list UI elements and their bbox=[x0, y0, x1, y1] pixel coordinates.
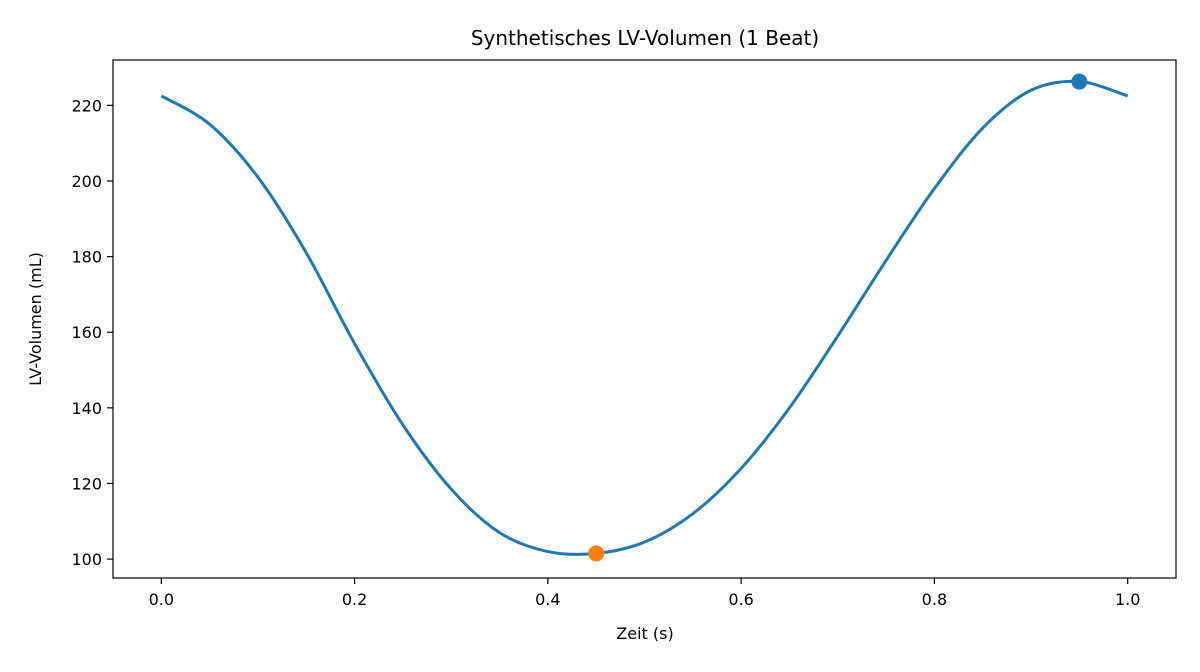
x-axis-title: Zeit (s) bbox=[616, 624, 673, 643]
x-tick-label: 1.0 bbox=[1115, 590, 1140, 609]
y-axis-title: LV-Volumen (mL) bbox=[26, 252, 45, 386]
x-tick-label: 0.2 bbox=[342, 590, 367, 609]
y-tick-label: 220 bbox=[71, 96, 102, 115]
y-tick-label: 200 bbox=[71, 172, 102, 191]
x-tick-label: 0.6 bbox=[728, 590, 753, 609]
x-tick-label: 0.8 bbox=[922, 590, 947, 609]
data-point-marker-1 bbox=[1071, 73, 1088, 90]
y-tick-label: 140 bbox=[71, 399, 102, 418]
series-line-0 bbox=[160, 79, 1129, 556]
data-point-marker-0 bbox=[588, 545, 605, 562]
axis-layer: 0.0 0.2 0.4 0.6 0.8 1.0 100 120 140 160 180 200 220 bbox=[71, 59, 1177, 609]
plot-layer bbox=[160, 73, 1129, 562]
x-tick-label: 0.4 bbox=[535, 590, 560, 609]
plot-frame bbox=[112, 59, 1177, 579]
y-tick-label: 120 bbox=[71, 474, 102, 493]
y-tick-label: 100 bbox=[71, 550, 102, 569]
x-tick-label: 0.0 bbox=[149, 590, 174, 609]
chart-title: Synthetisches LV-Volumen (1 Beat) bbox=[471, 26, 819, 50]
y-tick-label: 180 bbox=[71, 248, 102, 267]
y-tick-label: 160 bbox=[71, 323, 102, 342]
